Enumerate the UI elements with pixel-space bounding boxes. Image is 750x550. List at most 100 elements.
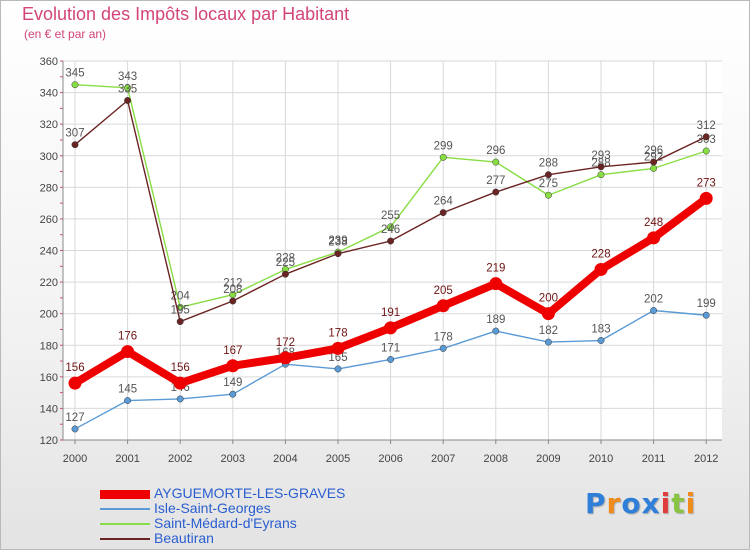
- x-tick-label: 2009: [536, 453, 560, 465]
- data-point: [384, 321, 398, 335]
- data-label: 288: [539, 158, 558, 170]
- y-tick-label: 320: [40, 119, 58, 131]
- data-label: 127: [65, 412, 84, 424]
- y-tick-label: 280: [40, 182, 58, 194]
- data-point: [436, 299, 450, 313]
- data-point: [331, 341, 345, 355]
- data-point: [229, 297, 237, 305]
- data-point: [124, 397, 132, 404]
- data-label: 199: [697, 298, 716, 310]
- data-label: 273: [697, 177, 716, 189]
- data-point: [439, 153, 447, 161]
- x-tick-label: 2000: [63, 453, 87, 465]
- data-point: [699, 191, 713, 205]
- data-label: 205: [434, 285, 453, 297]
- data-point: [121, 345, 135, 359]
- legend-swatch: [100, 523, 150, 525]
- data-point: [124, 97, 132, 104]
- data-point: [594, 262, 608, 276]
- data-point: [439, 209, 447, 217]
- data-point: [124, 84, 132, 92]
- data-point: [387, 223, 395, 231]
- x-tick-label: 2003: [221, 453, 245, 465]
- data-label: 182: [539, 325, 558, 337]
- data-label: 178: [434, 331, 453, 343]
- data-label: 307: [65, 128, 84, 140]
- data-point: [702, 147, 710, 155]
- data-label: 219: [486, 263, 505, 275]
- data-label: 178: [328, 327, 347, 339]
- data-label: 195: [171, 305, 190, 317]
- y-tick-label: 260: [40, 214, 58, 226]
- data-label: 225: [276, 257, 295, 269]
- x-tick-label: 2006: [378, 453, 402, 465]
- chart-title: Evolution des Impôts locaux par Habitant: [22, 4, 350, 24]
- data-label: 293: [591, 150, 610, 162]
- data-point: [650, 158, 658, 166]
- data-point: [492, 188, 500, 196]
- data-point: [702, 133, 710, 141]
- data-label: 255: [381, 210, 400, 222]
- data-label: 277: [486, 175, 505, 187]
- legend-label: AYGUEMORTE-LES-GRAVES: [154, 485, 346, 501]
- data-point: [544, 191, 552, 199]
- data-label: 176: [118, 331, 137, 343]
- data-point: [650, 307, 658, 314]
- data-label: 299: [434, 140, 453, 152]
- data-point: [541, 307, 555, 321]
- logo-letter: o: [621, 487, 642, 520]
- data-point: [176, 395, 184, 403]
- data-label: 212: [223, 278, 242, 290]
- data-label: 228: [591, 248, 610, 260]
- y-tick-label: 340: [40, 88, 58, 100]
- data-point: [226, 359, 240, 373]
- data-label: 145: [118, 384, 137, 396]
- y-tick-label: 180: [40, 340, 58, 352]
- y-tick-label: 300: [40, 151, 58, 163]
- data-point: [71, 425, 79, 433]
- data-label: 296: [644, 145, 663, 157]
- data-label: 246: [381, 224, 400, 236]
- data-label: 202: [644, 294, 663, 306]
- data-label: 312: [697, 120, 716, 132]
- data-label: 183: [591, 324, 610, 336]
- data-label: 156: [171, 362, 190, 374]
- data-label: 264: [434, 196, 454, 208]
- data-point: [68, 376, 82, 390]
- data-label: 167: [223, 345, 242, 357]
- data-label: 345: [65, 68, 84, 80]
- x-tick-label: 2005: [326, 453, 350, 465]
- data-point: [544, 338, 552, 346]
- data-point: [281, 270, 289, 278]
- legend-swatch: [100, 508, 150, 510]
- data-point: [387, 237, 395, 245]
- x-tick-label: 2010: [589, 453, 613, 465]
- x-tick-label: 2008: [484, 453, 508, 465]
- logo-letter: i: [685, 487, 697, 520]
- data-point: [489, 277, 503, 291]
- x-tick-label: 2002: [168, 453, 192, 465]
- data-label: 165: [328, 352, 347, 364]
- data-point: [544, 171, 552, 179]
- y-tick-label: 200: [40, 309, 58, 321]
- y-tick-label: 220: [40, 277, 58, 289]
- data-label: 248: [644, 217, 663, 229]
- data-point: [278, 351, 292, 365]
- data-point: [71, 81, 79, 89]
- data-label: 228: [276, 252, 295, 264]
- data-label: 239: [328, 235, 347, 247]
- data-point: [492, 158, 500, 166]
- data-point: [492, 327, 500, 335]
- y-tick-label: 360: [40, 56, 58, 68]
- data-point: [387, 356, 395, 363]
- data-point: [597, 163, 605, 171]
- data-point: [176, 318, 184, 326]
- x-tick-label: 2007: [431, 453, 455, 465]
- data-point: [650, 164, 658, 172]
- data-point: [334, 365, 342, 373]
- data-point: [597, 337, 605, 344]
- x-tick-label: 2012: [694, 453, 718, 465]
- data-label: 156: [65, 362, 84, 374]
- logo-letter: P: [585, 487, 607, 520]
- legend-label: Beautiran: [154, 530, 214, 546]
